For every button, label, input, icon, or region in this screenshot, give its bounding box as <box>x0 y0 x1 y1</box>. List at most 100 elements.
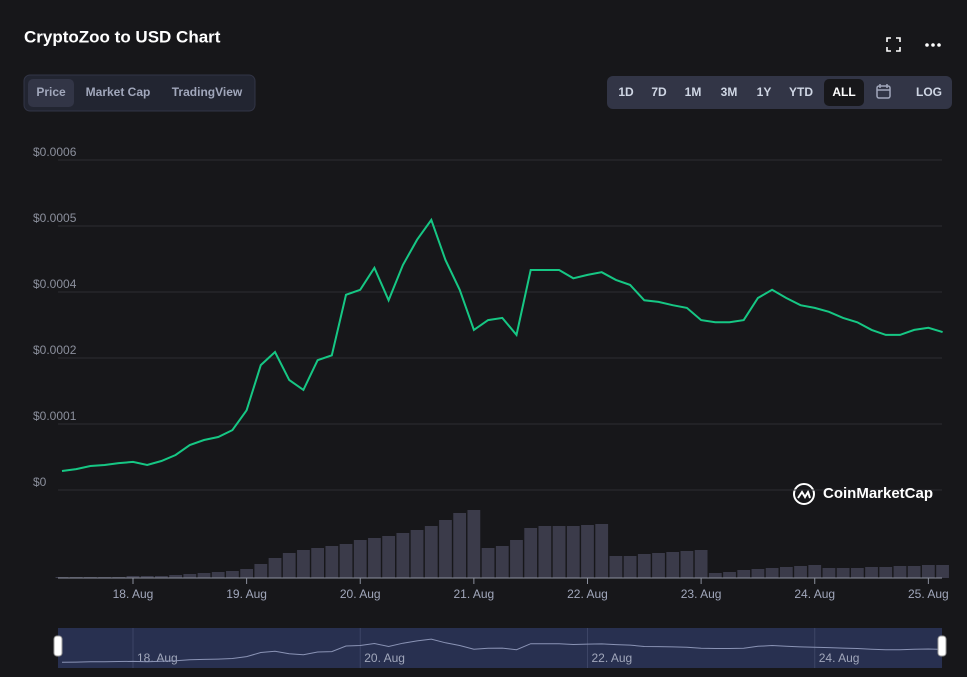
tab[interactable]: TradingView <box>172 85 243 99</box>
volume-bar <box>836 568 850 578</box>
x-tick-label: 21. Aug <box>454 587 495 601</box>
range-button[interactable]: 7D <box>651 85 667 99</box>
volume-bar <box>765 568 779 578</box>
volume-bar <box>794 566 807 578</box>
volume-bar <box>140 576 154 578</box>
volume-bar <box>566 526 580 578</box>
tab-group <box>23 74 256 112</box>
y-tick-label: $0.0001 <box>33 409 77 423</box>
x-tick-label: 18. Aug <box>113 587 154 601</box>
x-tick-label: 24. Aug <box>794 587 835 601</box>
volume-bar <box>211 572 225 578</box>
volume-bar <box>538 526 552 578</box>
range-button[interactable]: 1D <box>618 85 634 99</box>
navigator-tick-label: 18. Aug <box>137 651 178 665</box>
volume-bar <box>552 526 566 578</box>
y-tick-label: $0.0002 <box>33 343 77 357</box>
volume-bar <box>723 572 736 578</box>
volume-bar <box>169 575 182 578</box>
watermark: CoinMarketCap <box>823 485 933 502</box>
volume-bar <box>652 553 665 578</box>
volume-bar <box>850 568 864 578</box>
volume-bar <box>339 544 353 578</box>
active-range <box>824 79 864 106</box>
volume-bar <box>410 530 424 578</box>
x-tick-label: 23. Aug <box>681 587 722 601</box>
volume-bar <box>936 565 949 578</box>
volume-bar <box>581 525 594 578</box>
volume-bar <box>126 576 140 578</box>
chart-title: CryptoZoo to USD Chart <box>24 27 221 46</box>
volume-bar <box>226 571 239 578</box>
y-tick-label: $0.0005 <box>33 211 77 225</box>
navigator-line <box>61 638 943 663</box>
volume-bar <box>240 569 254 578</box>
volume-bar <box>368 538 381 578</box>
volume-bar <box>524 528 538 578</box>
volume-bar <box>183 574 197 578</box>
volume-bar <box>382 536 396 578</box>
volume-bar <box>893 566 907 578</box>
volume-bar <box>297 550 310 578</box>
volume-bar <box>737 570 751 578</box>
volume-bar <box>779 567 793 578</box>
volume-bar <box>708 573 722 578</box>
x-tick-label: 22. Aug <box>567 587 608 601</box>
y-tick-label: $0.0006 <box>33 145 77 159</box>
x-tick-label: 25. Aug <box>908 587 949 601</box>
volume-bar <box>865 567 878 578</box>
x-tick-label: 20. Aug <box>340 587 381 601</box>
watermark-logo <box>793 483 815 505</box>
volume-bar <box>481 548 495 578</box>
volume-bar <box>197 573 211 578</box>
volume-bar <box>439 520 452 578</box>
volume-bar <box>637 554 651 578</box>
calendar-icon[interactable] <box>876 84 891 99</box>
range-button[interactable]: 3M <box>721 85 738 99</box>
active-tab <box>28 79 74 107</box>
volume-bar <box>680 551 694 578</box>
volume-bar <box>424 526 438 578</box>
volume-bar <box>595 524 609 578</box>
volume-bar <box>268 558 282 578</box>
volume-bar <box>325 546 339 578</box>
volume-bar <box>879 567 893 578</box>
log-button[interactable]: LOG <box>916 85 942 99</box>
volume-bar <box>510 540 523 578</box>
navigator-handle[interactable] <box>53 635 63 657</box>
price-line <box>61 217 943 472</box>
volume-bar <box>467 510 481 578</box>
tab[interactable]: Price <box>36 85 66 99</box>
volume-bar <box>822 568 836 578</box>
volume-bar <box>609 556 623 578</box>
more-icon[interactable] <box>925 43 941 47</box>
volume-bar <box>282 553 296 578</box>
fullscreen-icon[interactable] <box>886 37 901 52</box>
navigator-handle[interactable] <box>937 635 947 657</box>
volume-bar <box>808 565 822 578</box>
navigator-tick-label: 22. Aug <box>591 651 632 665</box>
range-button[interactable]: 1Y <box>757 85 772 99</box>
y-tick-label: $0 <box>33 475 47 489</box>
range-button[interactable]: 1M <box>685 85 702 99</box>
navigator-tick-label: 24. Aug <box>819 651 860 665</box>
volume-bar <box>495 546 509 578</box>
volume-bar <box>155 576 168 578</box>
volume-bar <box>921 565 935 578</box>
volume-bar <box>311 548 325 578</box>
x-tick-label: 19. Aug <box>226 587 267 601</box>
range-group <box>607 76 952 109</box>
y-tick-label: $0.0004 <box>33 277 77 291</box>
volume-bar <box>751 569 765 578</box>
volume-bar <box>254 564 268 578</box>
volume-bar <box>694 550 708 578</box>
range-button[interactable]: YTD <box>789 85 813 99</box>
tab[interactable]: Market Cap <box>86 85 151 99</box>
range-button[interactable]: ALL <box>832 85 855 99</box>
volume-bar <box>453 513 467 578</box>
volume-bar <box>353 540 367 578</box>
volume-bar <box>396 533 410 578</box>
navigator-tick-label: 20. Aug <box>364 651 405 665</box>
